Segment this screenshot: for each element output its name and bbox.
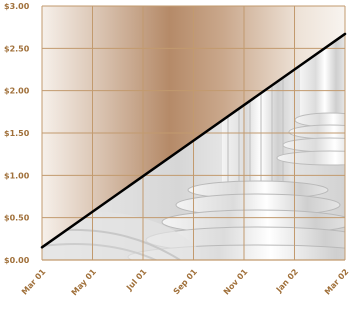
y-axis-tick-labels: $0.00 $0.50 $1.00 $1.50 $2.00 $2.50 $3.00: [4, 2, 30, 265]
grid: [41, 5, 346, 261]
y-tick-label: $0.50: [4, 214, 30, 223]
y-tick-label: $2.00: [4, 87, 30, 96]
x-tick-label: Sep 01: [172, 267, 200, 296]
x-tick-label: Mar 01: [20, 267, 48, 297]
y-tick-label: $1.00: [4, 171, 30, 180]
x-tick-label: Jul 01: [124, 267, 149, 293]
x-tick-label: Jan 02: [274, 267, 300, 295]
series-layer: [40, 32, 347, 249]
y-tick-label: $1.50: [4, 129, 30, 138]
x-tick-label: May 01: [70, 267, 99, 297]
y-tick-label: $3.00: [4, 2, 30, 11]
x-tick-label: Nov 01: [222, 267, 250, 297]
x-tick-label: Mar 02: [323, 267, 351, 296]
x-axis-tick-labels: Mar 01 May 01 Jul 01 Sep 01 Nov 01 Jan 02 Mar …: [20, 267, 351, 297]
series-line: [40, 32, 347, 249]
y-tick-label: $2.50: [4, 44, 30, 53]
y-tick-label: $0.00: [4, 256, 30, 265]
